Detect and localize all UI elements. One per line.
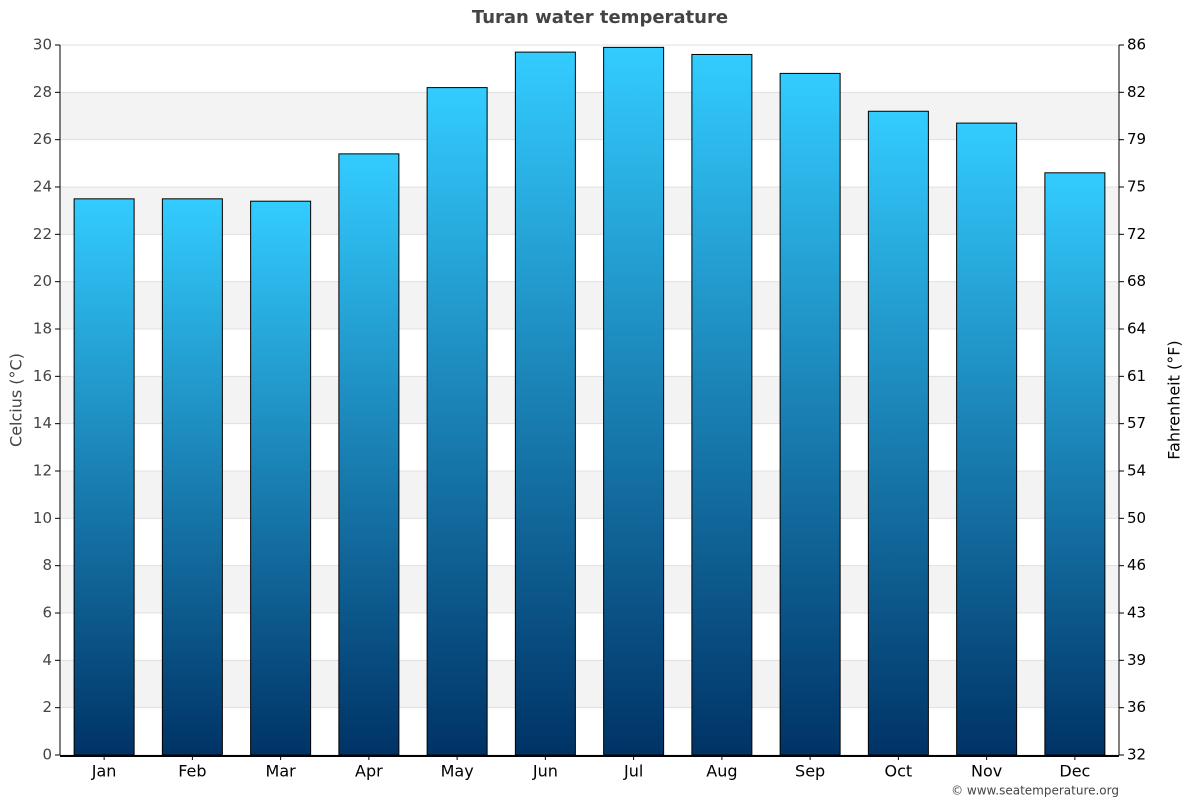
y-tick-label: 2 xyxy=(42,698,52,716)
y-tick-label: 22 xyxy=(33,225,52,243)
x-tick-label: May xyxy=(441,762,474,781)
bar xyxy=(426,87,488,756)
x-tick-label: Jun xyxy=(532,762,558,781)
bar xyxy=(603,46,665,756)
bar xyxy=(73,198,135,756)
x-tick-label: Dec xyxy=(1059,762,1090,781)
y-tick-label: 20 xyxy=(33,272,52,290)
grid-band xyxy=(60,660,1119,708)
x-tick-label: Nov xyxy=(971,762,1002,781)
bar xyxy=(691,53,753,756)
x-tick-label: Apr xyxy=(355,762,383,781)
y2-tick-label: 68 xyxy=(1127,272,1146,290)
y2-tick-label: 54 xyxy=(1127,462,1146,480)
y-tick-label: 4 xyxy=(42,651,52,669)
plot-background xyxy=(60,44,1119,756)
bar xyxy=(250,200,312,756)
bar xyxy=(867,110,929,756)
x-tick-label: Jan xyxy=(91,762,117,781)
bar xyxy=(161,198,223,756)
x-tick-label: Mar xyxy=(266,762,297,781)
bar xyxy=(338,153,400,756)
y-tick-label: 8 xyxy=(42,556,52,574)
grid-band xyxy=(60,471,1119,519)
y2-tick-label: 82 xyxy=(1127,83,1146,101)
grid-band xyxy=(60,187,1119,235)
x-tick-label: Jul xyxy=(623,762,643,781)
y-tick-label: 10 xyxy=(33,509,52,527)
y-tick-label: 24 xyxy=(33,178,52,196)
y2-tick-label: 75 xyxy=(1127,178,1146,196)
footer: © www.seatemperature.org xyxy=(951,784,1119,798)
y2-axis-label: Fahrenheit (°F) xyxy=(1165,340,1184,459)
bar xyxy=(956,122,1018,756)
y2-tick-label: 39 xyxy=(1127,651,1146,669)
y2-tick-label: 50 xyxy=(1127,509,1146,527)
chart-title: Turan water temperature xyxy=(472,7,728,28)
x-tick-label: Sep xyxy=(795,762,825,781)
y2-tick-label: 86 xyxy=(1127,36,1146,54)
grid-band xyxy=(60,281,1119,329)
y-tick-label: 30 xyxy=(33,36,52,54)
y2-tick-label: 32 xyxy=(1127,746,1146,764)
y2-tick-label: 43 xyxy=(1127,604,1146,622)
y2-tick-label: 79 xyxy=(1127,130,1146,148)
x-tick-label: Aug xyxy=(706,762,737,781)
grid-band xyxy=(60,92,1119,140)
y2-tick-label: 64 xyxy=(1127,320,1146,338)
y-tick-label: 18 xyxy=(33,320,52,338)
x-tick-label: Oct xyxy=(885,762,913,781)
y-tick-label: 6 xyxy=(42,604,52,622)
x-tick-label: Feb xyxy=(178,762,206,781)
grid-band xyxy=(60,376,1119,424)
bar xyxy=(1044,172,1106,756)
grid-band xyxy=(60,565,1119,613)
y2-tick-label: 57 xyxy=(1127,414,1146,432)
y-tick-label: 12 xyxy=(33,462,52,480)
y-tick-label: 26 xyxy=(33,130,52,148)
bar xyxy=(514,51,576,756)
y-tick-label: 16 xyxy=(33,367,52,385)
y2-tick-label: 46 xyxy=(1127,556,1146,574)
y2-tick-label: 36 xyxy=(1127,698,1146,716)
y-tick-label: 0 xyxy=(42,746,52,764)
y-tick-label: 28 xyxy=(33,83,52,101)
y-axis-label: Celcius (°C) xyxy=(7,353,26,447)
y2-tick-label: 61 xyxy=(1127,367,1146,385)
y2-tick-label: 72 xyxy=(1127,225,1146,243)
y-tick-label: 14 xyxy=(33,414,52,432)
bar xyxy=(779,72,841,756)
